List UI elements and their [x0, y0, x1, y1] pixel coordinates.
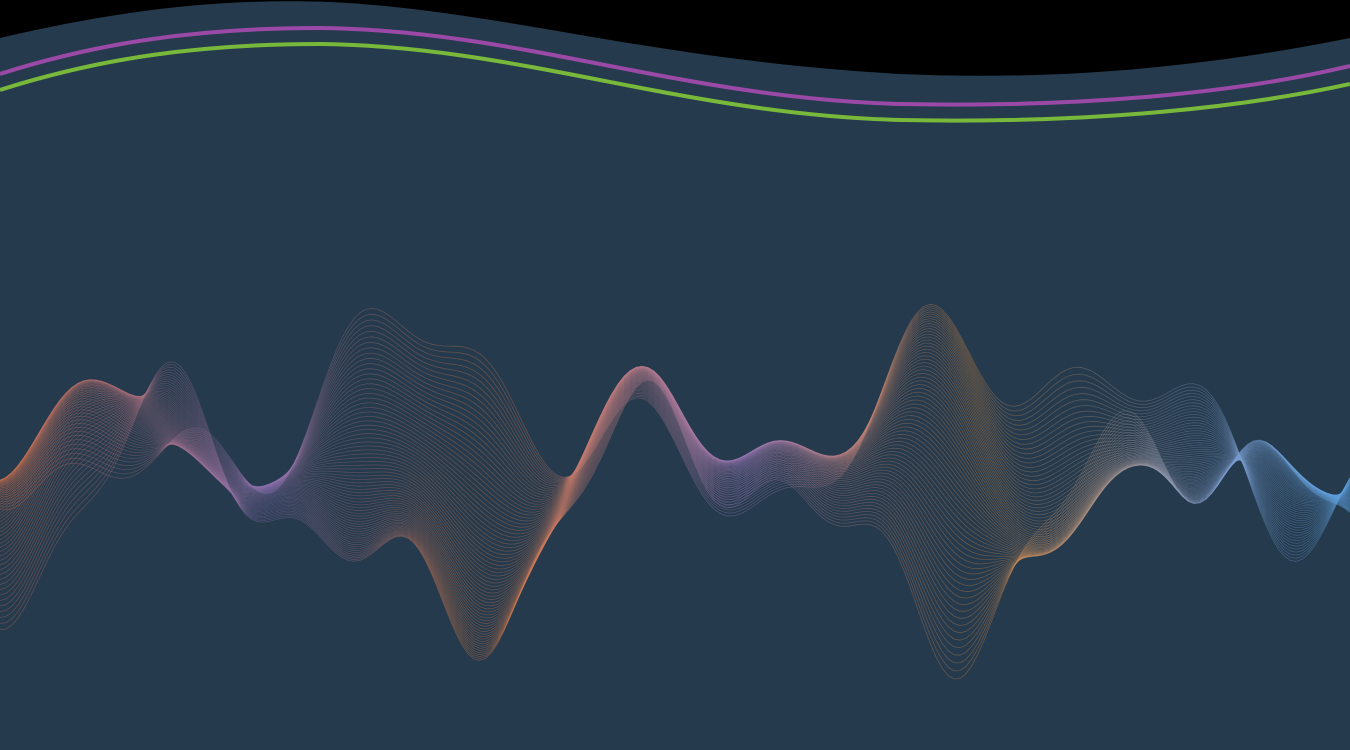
mesh-line — [0, 303, 1350, 562]
mesh-line — [0, 305, 1350, 559]
wave-mesh — [0, 303, 1350, 680]
mesh-line — [0, 307, 1350, 556]
mesh-line — [0, 361, 1350, 680]
purple-wave — [0, 25, 1350, 107]
green-wave — [0, 41, 1350, 123]
mesh-line — [0, 309, 1350, 553]
